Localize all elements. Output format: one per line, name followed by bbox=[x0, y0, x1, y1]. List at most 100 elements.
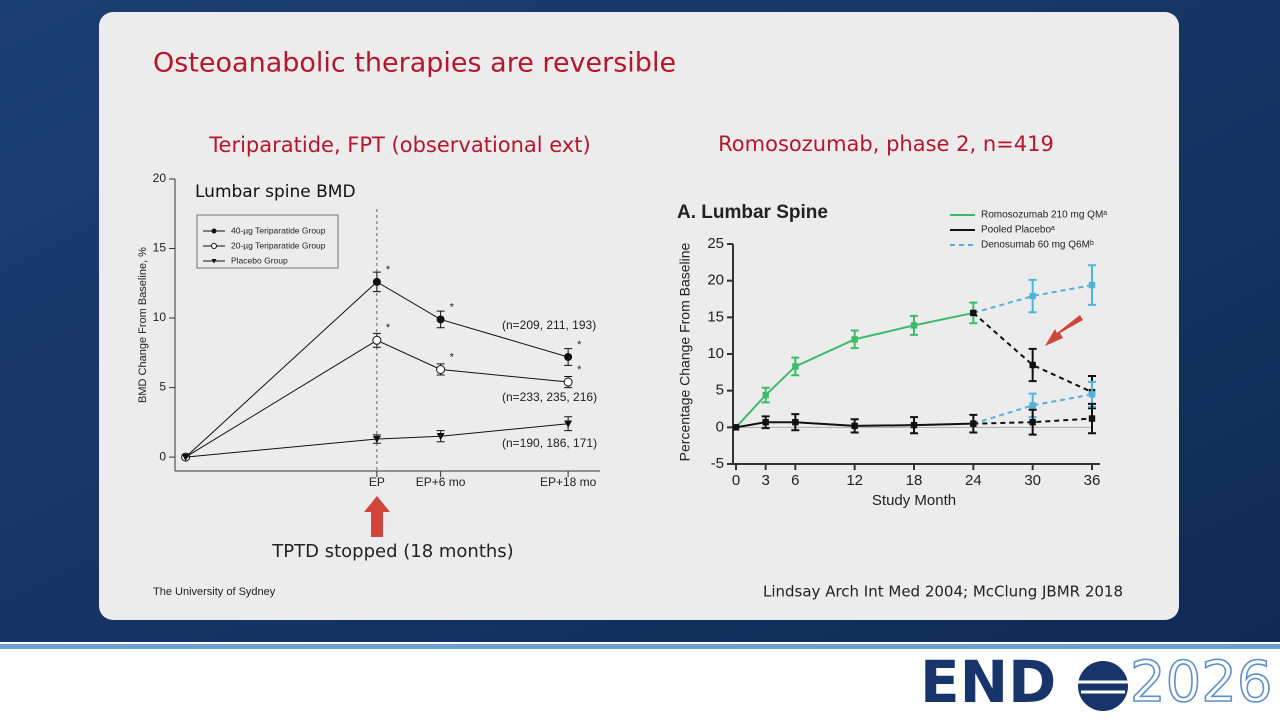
y-tick-label: 20 bbox=[153, 171, 167, 185]
significance-mark: * bbox=[386, 264, 391, 276]
chart-subtitle: Lumbar spine BMD bbox=[195, 182, 356, 202]
point bbox=[1029, 402, 1036, 409]
legend-label: Pooled Placeboᵃ bbox=[981, 225, 1055, 236]
y-tick-label: 5 bbox=[159, 380, 166, 394]
legend-box bbox=[196, 214, 339, 269]
series-line bbox=[973, 417, 1093, 425]
point bbox=[211, 259, 217, 264]
y-tick-label: 20 bbox=[707, 272, 724, 289]
point bbox=[910, 421, 918, 429]
point bbox=[564, 420, 573, 428]
point bbox=[1088, 281, 1096, 289]
y-tick-label: 10 bbox=[707, 345, 724, 362]
y-tick-label: -5 bbox=[711, 455, 724, 472]
significance-mark: * bbox=[577, 364, 582, 376]
point bbox=[181, 453, 190, 462]
y-tick-label: 25 bbox=[707, 235, 724, 252]
x-tick-label: 30 bbox=[1024, 472, 1041, 489]
y-tick-label: 5 bbox=[716, 382, 724, 399]
series-line bbox=[973, 393, 1093, 425]
point bbox=[436, 315, 445, 324]
point bbox=[762, 391, 769, 399]
y-tick-label: 15 bbox=[707, 308, 724, 325]
significance-mark: * bbox=[386, 322, 391, 334]
point bbox=[1029, 419, 1036, 426]
x-tick-label: 18 bbox=[906, 472, 923, 489]
point bbox=[851, 422, 858, 430]
point bbox=[792, 419, 799, 426]
point bbox=[564, 352, 573, 361]
chart-subtitle: A. Lumbar Spine bbox=[677, 202, 828, 223]
significance-mark: * bbox=[450, 301, 455, 313]
x-tick-label: 6 bbox=[791, 472, 799, 489]
annotation: (n=209, 211, 193) bbox=[502, 318, 596, 332]
y-tick-label: 10 bbox=[153, 310, 167, 324]
series-line bbox=[185, 423, 569, 458]
y-axis-label: Percentage Change From Baseline bbox=[677, 242, 693, 461]
annotation: (n=190, 186, 171) bbox=[502, 436, 597, 450]
significance-mark: * bbox=[577, 339, 582, 351]
legend-label: 40-µg Teriparatide Group bbox=[231, 225, 326, 235]
point bbox=[372, 335, 382, 345]
arrow bbox=[1045, 315, 1083, 346]
point bbox=[1088, 391, 1096, 398]
annotation: TPTD stopped (18 months) bbox=[271, 541, 513, 562]
logo-globe bbox=[1078, 661, 1128, 711]
x-tick-label: 36 bbox=[1084, 472, 1101, 489]
point bbox=[1029, 361, 1036, 369]
x-axis-label: Study Month bbox=[872, 492, 956, 509]
point bbox=[792, 363, 799, 370]
legend-label: 20-µg Teriparatide Group bbox=[231, 240, 326, 250]
y-tick-label: 0 bbox=[159, 449, 166, 463]
footer-rule bbox=[0, 644, 1280, 649]
point bbox=[436, 433, 445, 441]
point bbox=[970, 309, 977, 317]
x-tick-label: 0 bbox=[732, 472, 740, 489]
legend-label: Denosumab 60 mg Q6Mᵇ bbox=[981, 240, 1094, 251]
x-tick-label: EP bbox=[369, 475, 385, 489]
x-tick-label: 3 bbox=[761, 472, 769, 489]
point bbox=[563, 377, 573, 387]
point bbox=[970, 420, 977, 427]
arrow bbox=[364, 496, 390, 537]
slide-card bbox=[99, 12, 1179, 620]
x-tick-label: 12 bbox=[846, 472, 863, 489]
logo-left: END bbox=[920, 648, 1056, 716]
series-line bbox=[185, 281, 569, 458]
point bbox=[851, 336, 858, 343]
point bbox=[762, 419, 769, 426]
series-line bbox=[973, 284, 1093, 314]
series-line bbox=[735, 311, 974, 429]
point bbox=[910, 322, 918, 329]
y-tick-label: 0 bbox=[716, 418, 724, 435]
logo-right: 2026 bbox=[1130, 650, 1273, 715]
citation: Lindsay Arch Int Med 2004; McClung JBMR … bbox=[763, 583, 1123, 601]
chart-title: Teriparatide, FPT (observational ext) bbox=[208, 133, 590, 157]
point bbox=[1088, 415, 1096, 422]
point bbox=[1029, 292, 1036, 300]
annotation: (n=233, 235, 216) bbox=[502, 390, 597, 404]
logo-globe-band bbox=[1078, 680, 1128, 694]
series-line bbox=[185, 339, 569, 458]
footer-text: The University of Sydney bbox=[153, 586, 276, 598]
legend-label: Romosozumab 210 mg QMᵃ bbox=[981, 210, 1107, 221]
point bbox=[211, 228, 217, 234]
footer-band bbox=[0, 642, 1280, 720]
chart-title: Romosozumab, phase 2, n=419 bbox=[718, 132, 1054, 156]
x-tick-label: EP+18 mo bbox=[540, 475, 597, 489]
point bbox=[436, 364, 446, 374]
point bbox=[372, 277, 381, 286]
y-tick-label: 15 bbox=[153, 241, 167, 255]
y-axis-label: BMD Change From Baseline, % bbox=[137, 247, 149, 403]
x-tick-label: EP+6 mo bbox=[416, 475, 466, 489]
significance-mark: * bbox=[450, 351, 455, 363]
point bbox=[732, 424, 740, 431]
point bbox=[211, 243, 217, 249]
series-line bbox=[735, 421, 974, 429]
x-tick-label: 24 bbox=[965, 472, 982, 489]
point bbox=[372, 435, 381, 444]
slide-title: Osteoanabolic therapies are reversible bbox=[153, 48, 676, 79]
legend-label: Placebo Group bbox=[231, 255, 288, 265]
